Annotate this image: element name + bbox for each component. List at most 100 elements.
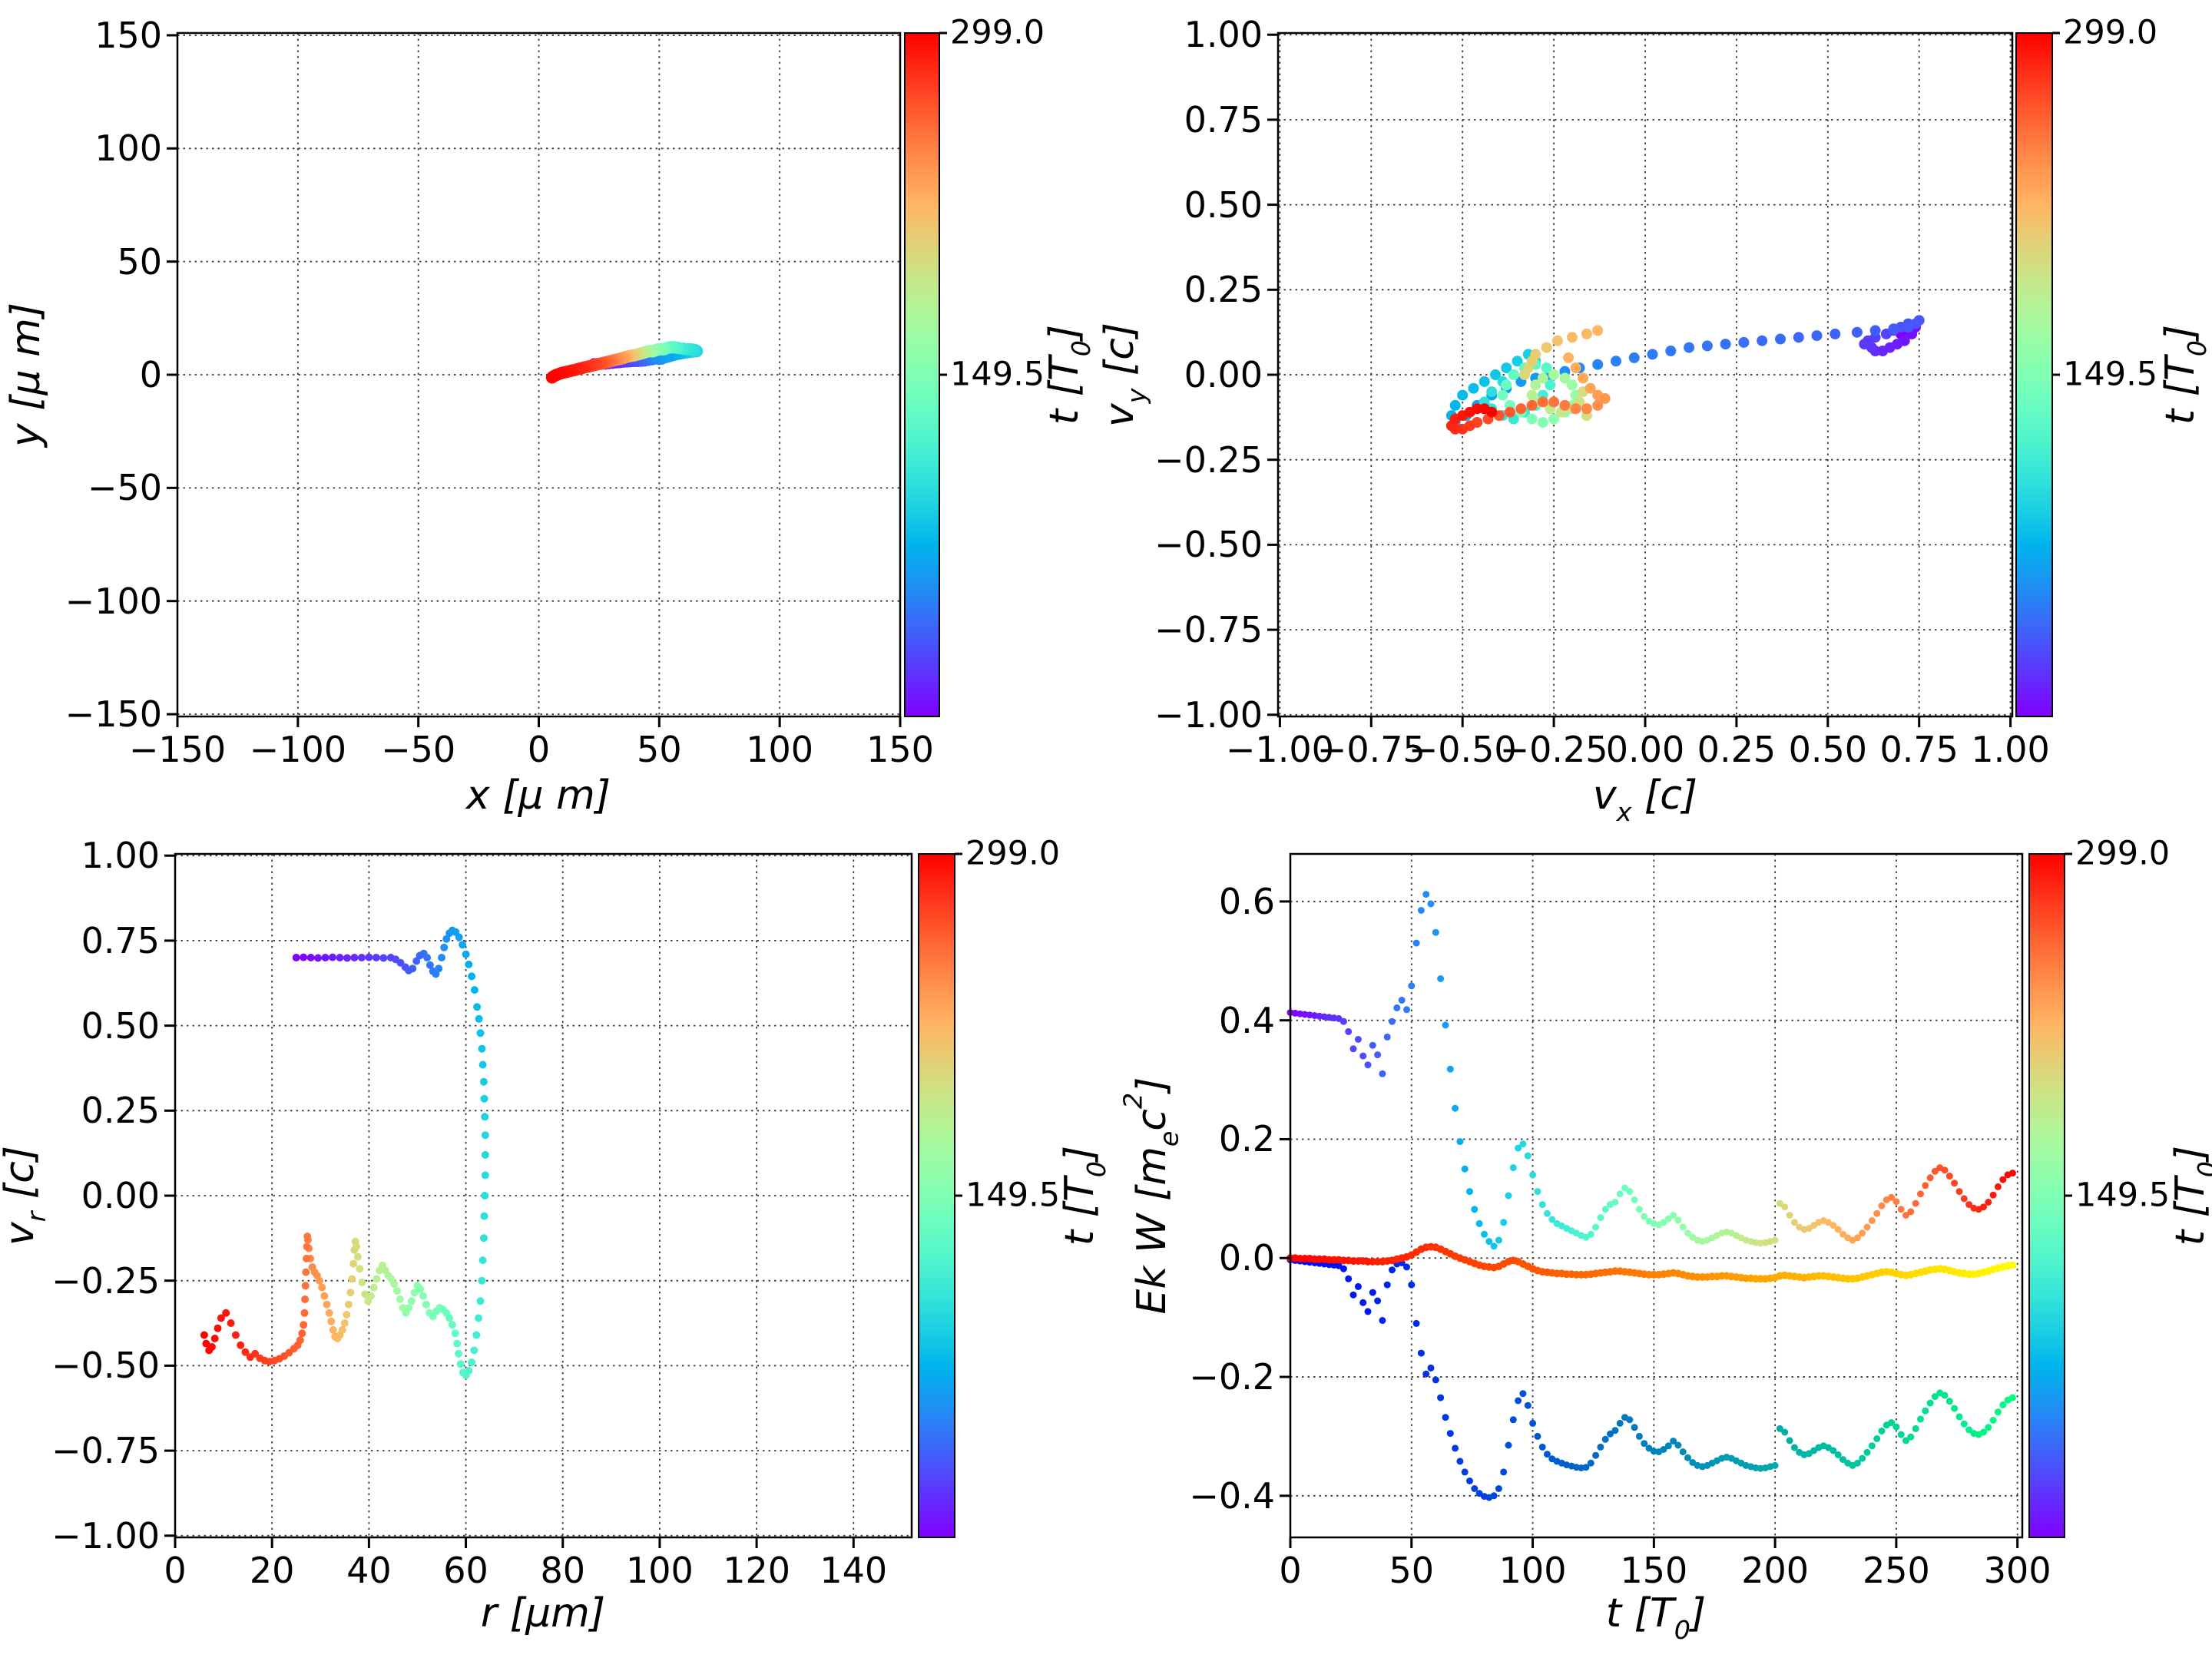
label-fragment: ]: [1041, 324, 1088, 341]
colorbar-tick-max: 299.0: [2063, 13, 2158, 52]
colorbar-label-vxvy: t [T0]: [2157, 325, 2212, 425]
label-fragment: e: [1154, 1130, 1184, 1147]
y-tick-label: 0.25: [81, 1090, 160, 1132]
y-tick-label: 0.2: [1218, 1118, 1275, 1160]
y-tick-label: 0.6: [1218, 880, 1275, 922]
y-axis-label-vxvy: vy [c]: [1097, 323, 1151, 427]
data-points-Ek: [1286, 891, 2016, 1250]
label-fragment: x [μ m]: [465, 773, 611, 819]
colorbar-tick-marks: [2052, 31, 2060, 376]
label-fragment: ]: [1690, 1590, 1707, 1636]
label-fragment: 0: [2193, 1161, 2212, 1177]
colorbar-gradient: [918, 852, 962, 1538]
x-tick-label: 120: [723, 1550, 790, 1591]
y-tick-label: 1.00: [81, 835, 160, 877]
colorbar-xy: [904, 31, 947, 717]
tick-marks: [164, 854, 855, 1548]
plot-spine: [1289, 852, 2024, 1539]
tick-marks: [167, 34, 902, 727]
x-tick-label: 100: [1498, 1550, 1567, 1591]
x-tick-label: 300: [1983, 1550, 2051, 1591]
colorbar-energy: [2028, 852, 2072, 1538]
y-tick-label: 0.50: [1184, 184, 1263, 226]
label-fragment: 0: [2182, 340, 2212, 357]
x-tick-label: 0.00: [1605, 729, 1685, 770]
colorbar-tick-marks: [2065, 852, 2072, 1197]
label-fragment: t [T: [1605, 1590, 1674, 1636]
colorbar-tick-mid: 149.5: [965, 1176, 1061, 1215]
label-fragment: y [μ m]: [3, 302, 49, 448]
x-tick-label: 20: [249, 1550, 295, 1591]
y-axis-label-rvr: vr [c]: [0, 1146, 52, 1246]
x-tick-label: 0: [1279, 1550, 1302, 1591]
colorbar-rvr: [918, 852, 962, 1538]
plot-area-xy: [167, 31, 902, 727]
y-tick-label: 0.75: [1184, 98, 1263, 141]
grid-lines: [1290, 854, 2022, 1537]
y-tick-label: 0.25: [1184, 269, 1263, 311]
plot-spine: [1277, 31, 2014, 718]
grid-lines: [177, 33, 901, 716]
y-tick-label: 0.00: [1184, 354, 1263, 395]
x-tick-label: −1.00: [1225, 729, 1334, 770]
colorbar-tick-max: 299.0: [2075, 834, 2171, 873]
tick-marks: [1267, 33, 2012, 727]
x-tick-label: 40: [346, 1550, 392, 1591]
y-tick-label: −0.50: [1154, 524, 1263, 566]
label-fragment: c: [1128, 1109, 1175, 1131]
y-tick-label: −0.25: [1154, 438, 1263, 481]
x-tick-label: 100: [746, 729, 814, 770]
colorbar-tick-marks: [939, 31, 947, 376]
label-fragment: x: [1616, 797, 1632, 828]
label-fragment: 0: [1081, 1161, 1112, 1178]
x-tick-label: 200: [1741, 1550, 1810, 1591]
label-fragment: ]: [1128, 1077, 1175, 1093]
y-tick-label: −50: [87, 467, 162, 509]
y-tick-label: −0.75: [1154, 609, 1263, 651]
colorbar-vxvy: [2015, 31, 2060, 717]
x-tick-label: 50: [1389, 1550, 1435, 1591]
x-tick-label: 0.25: [1697, 729, 1777, 770]
x-tick-label: −100: [249, 729, 346, 770]
y-tick-label: −0.50: [51, 1345, 160, 1387]
grid-lines: [1278, 33, 2012, 716]
colorbar-label-rvr: t [T0]: [1057, 1145, 1111, 1246]
y-tick-label: −100: [65, 580, 162, 622]
data-points-radial-velocity: [200, 926, 489, 1379]
label-fragment: Ek W [m: [1128, 1147, 1175, 1315]
colorbar-gradient: [2028, 852, 2072, 1538]
label-fragment: ]: [1057, 1145, 1104, 1162]
x-tick-label: 60: [443, 1550, 488, 1591]
x-tick-label: 150: [1620, 1550, 1688, 1591]
y-tick-label: 100: [94, 127, 162, 170]
y-tick-label: 0.00: [81, 1175, 160, 1216]
data-points-Ek+W: [1286, 1242, 2017, 1283]
colorbar-label-xy: t [T0]: [1041, 325, 1096, 425]
label-fragment: v: [0, 1222, 44, 1246]
label-fragment: t [T: [2167, 1177, 2212, 1246]
label-fragment: t [T: [1057, 1177, 1104, 1246]
tick-marks: [1280, 900, 2019, 1548]
y-tick-label: −0.2: [1189, 1356, 1275, 1398]
x-tick-label: −50: [381, 729, 456, 770]
x-axis-label-rvr: r [μm]: [481, 1593, 605, 1633]
x-tick-label: 100: [626, 1550, 694, 1591]
data-points-W: [1286, 1256, 2016, 1501]
y-tick-label: 150: [94, 14, 162, 56]
x-axis-label-xy: x [μ m]: [466, 776, 611, 816]
label-fragment: r [μm]: [480, 1590, 606, 1636]
grid-lines: [174, 854, 912, 1537]
x-tick-label: −0.75: [1316, 729, 1426, 770]
y-tick-label: 0.0: [1218, 1237, 1275, 1279]
plot-area-energy: [1280, 852, 2024, 1548]
x-tick-label: −0.50: [1408, 729, 1517, 770]
label-fragment: 0: [1066, 340, 1097, 357]
y-tick-label: −150: [65, 693, 162, 736]
y-tick-label: 0.4: [1218, 999, 1275, 1041]
data-points-trajectory: [545, 341, 704, 384]
label-fragment: ]: [2167, 1145, 2212, 1162]
x-tick-label: −150: [128, 729, 227, 770]
x-tick-label: 250: [1863, 1550, 1930, 1591]
x-tick-label: 1.00: [1971, 729, 2050, 770]
